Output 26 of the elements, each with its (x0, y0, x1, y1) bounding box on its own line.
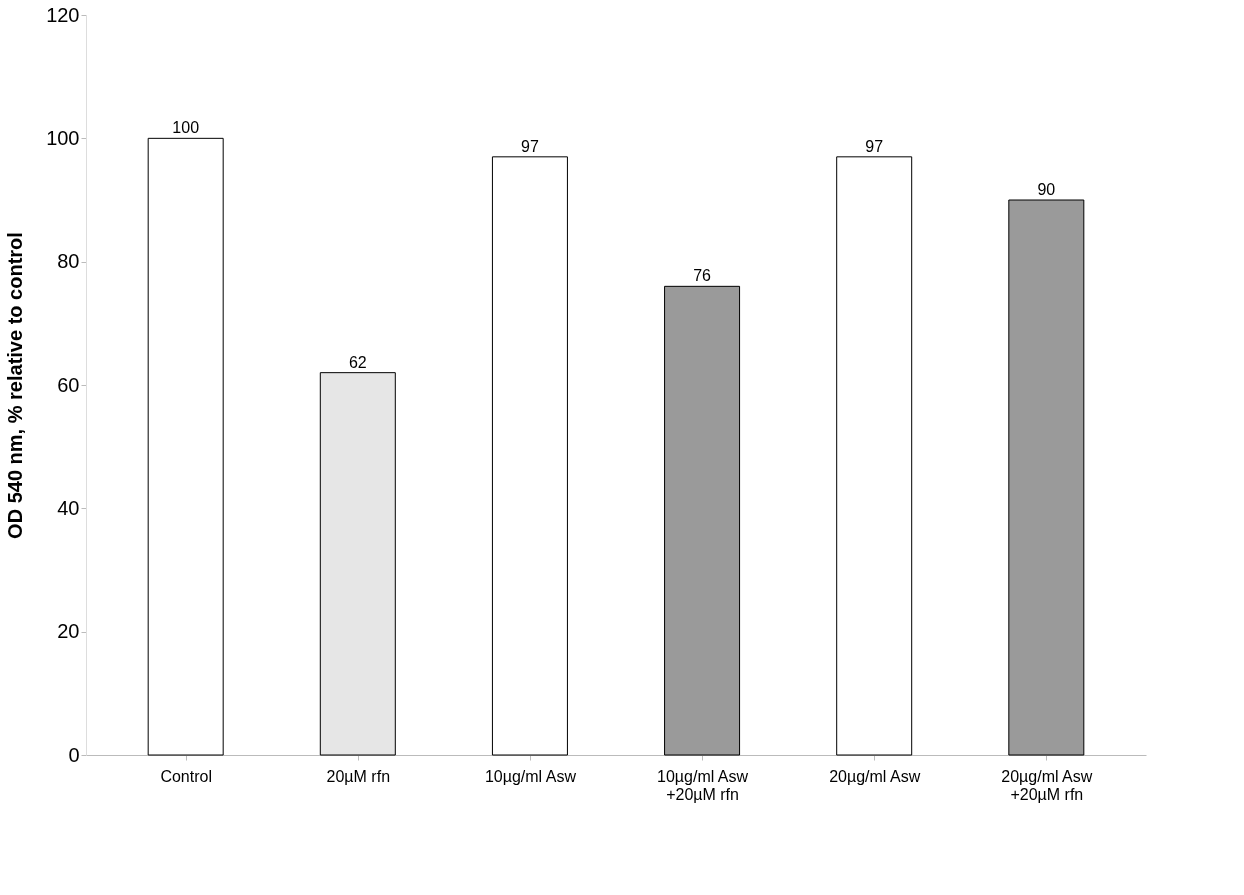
x-tick-label: 20µM rfn (326, 767, 391, 785)
x-tick-label: 10µg/ml Asw +20µM rfn (657, 767, 749, 803)
bar (319, 372, 396, 756)
bar (147, 137, 224, 756)
y-tick-label: 20 (57, 620, 80, 643)
y-tick-label: 120 (46, 3, 80, 26)
data-label: 97 (521, 137, 539, 155)
x-tick-label: Control (160, 767, 212, 785)
data-label: 100 (172, 119, 200, 137)
y-tick-label: 40 (57, 496, 80, 519)
data-label: 76 (693, 267, 712, 285)
bar (491, 156, 568, 756)
data-label: 97 (865, 137, 884, 155)
y-tick-label: 100 (46, 126, 80, 149)
bar (1008, 199, 1085, 756)
data-label: 90 (1037, 181, 1056, 198)
y-axis-title: OD 540 nm, % relative to control (4, 232, 27, 539)
x-tick-label: 20µg/ml Asw +20µM rfn (1001, 767, 1093, 803)
y-tick-label: 0 (68, 743, 80, 766)
bar (836, 156, 913, 756)
data-label: 62 (348, 353, 367, 371)
x-tick-label: 20µg/ml Asw (829, 767, 921, 785)
x-tick-label: 10µg/ml Asw (484, 767, 577, 785)
y-tick-label: 60 (57, 373, 80, 396)
y-tick-label: 80 (57, 250, 80, 273)
bar (664, 285, 741, 756)
